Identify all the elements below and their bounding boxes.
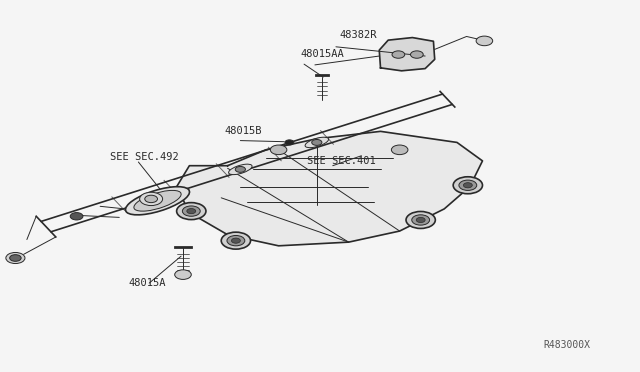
Ellipse shape: [125, 187, 189, 215]
Circle shape: [175, 270, 191, 279]
Circle shape: [187, 209, 196, 214]
Ellipse shape: [228, 164, 252, 174]
Circle shape: [476, 36, 493, 46]
Polygon shape: [380, 38, 435, 71]
Circle shape: [312, 140, 322, 145]
Circle shape: [392, 145, 408, 155]
Circle shape: [10, 255, 21, 261]
Circle shape: [140, 192, 163, 206]
Circle shape: [459, 180, 477, 190]
Circle shape: [285, 140, 294, 145]
Text: 48015A: 48015A: [129, 278, 166, 288]
Circle shape: [453, 177, 483, 194]
Ellipse shape: [305, 137, 328, 148]
Circle shape: [410, 51, 423, 58]
Circle shape: [463, 183, 472, 188]
Circle shape: [227, 235, 245, 246]
Circle shape: [236, 166, 246, 172]
Circle shape: [412, 215, 429, 225]
Circle shape: [177, 203, 206, 219]
Text: 48015B: 48015B: [225, 126, 262, 136]
Polygon shape: [177, 131, 483, 246]
Circle shape: [232, 238, 241, 243]
Text: SEE SEC.401: SEE SEC.401: [307, 156, 376, 166]
Circle shape: [221, 232, 250, 249]
Text: R483000X: R483000X: [543, 340, 590, 350]
Circle shape: [145, 195, 157, 203]
Circle shape: [406, 211, 435, 228]
Circle shape: [182, 206, 200, 216]
Text: SEE SEC.492: SEE SEC.492: [109, 152, 179, 162]
Ellipse shape: [134, 190, 181, 211]
Circle shape: [6, 253, 25, 263]
Text: 48382R: 48382R: [339, 30, 376, 40]
Circle shape: [270, 145, 287, 155]
Circle shape: [70, 212, 83, 220]
Text: 48015AA: 48015AA: [301, 49, 344, 59]
Circle shape: [392, 51, 404, 58]
Circle shape: [416, 217, 425, 222]
